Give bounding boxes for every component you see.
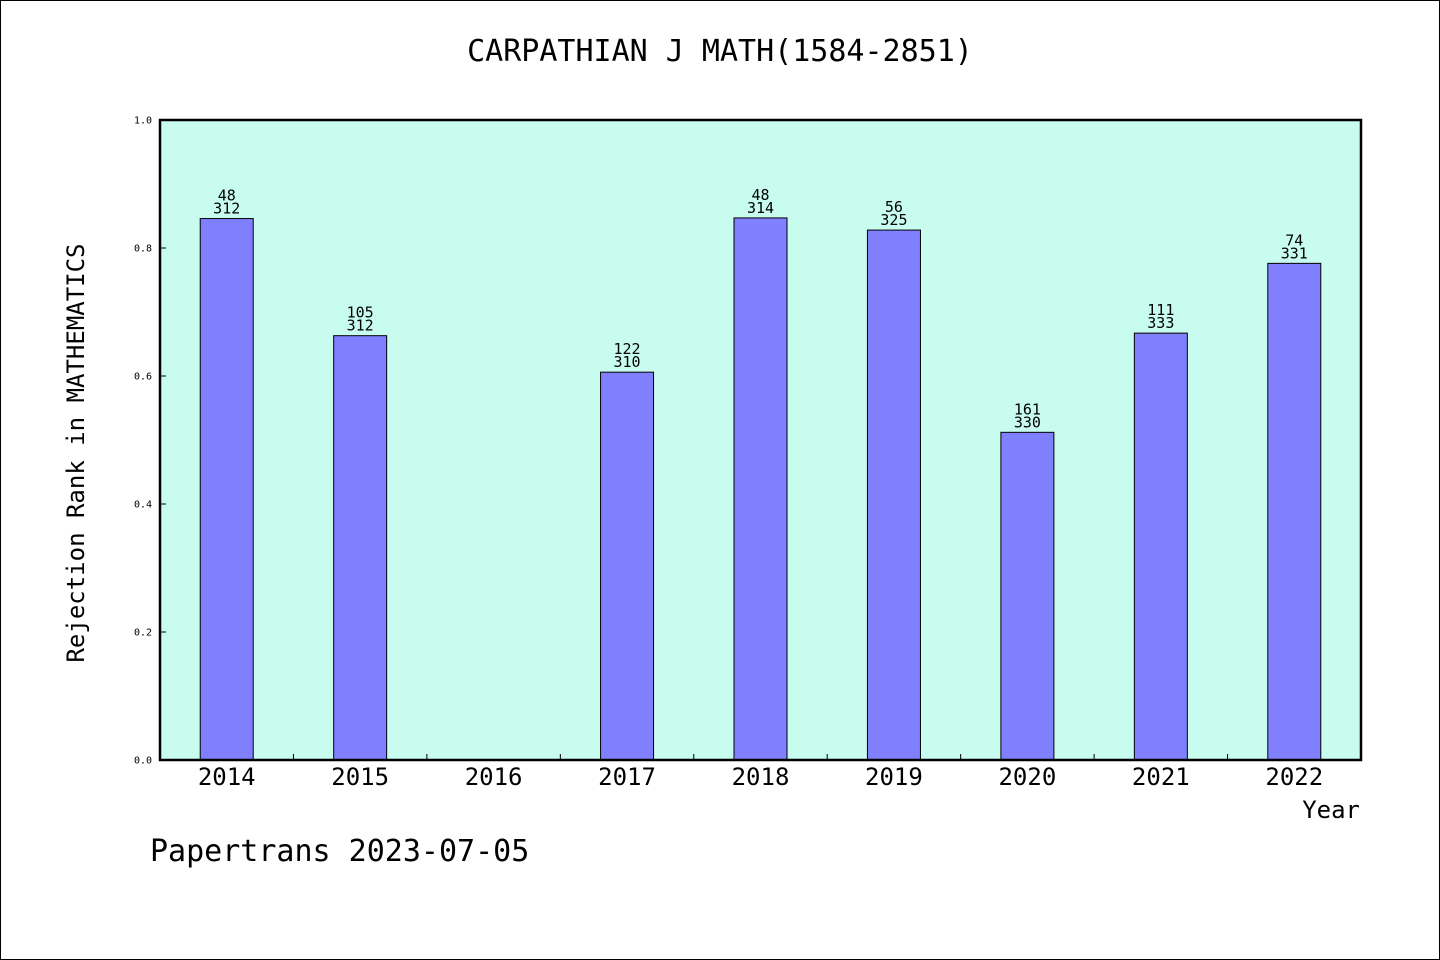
- x-tick-label: 2014: [198, 763, 256, 791]
- bar: [1000, 431, 1055, 761]
- x-tick-label: 2015: [331, 763, 389, 791]
- y-tick-label: 0.6: [134, 372, 152, 383]
- x-axis-label: Year: [1302, 796, 1360, 824]
- bar: [1133, 332, 1188, 761]
- x-tick-label: 2017: [598, 763, 656, 791]
- y-tick-label: 0.2: [134, 628, 152, 639]
- bar-label-total: 333: [1147, 314, 1174, 332]
- bar-label-total: 310: [614, 353, 641, 371]
- bar-label-total: 314: [747, 199, 774, 217]
- x-tick-label: 2020: [998, 763, 1056, 791]
- bar: [866, 229, 921, 761]
- bar-label-total: 331: [1281, 244, 1308, 262]
- bar-label-total: 312: [213, 200, 240, 218]
- x-tick-label: 2016: [465, 763, 523, 791]
- x-tick-label: 2021: [1132, 763, 1190, 791]
- bar: [733, 217, 788, 761]
- bar-label-total: 330: [1014, 413, 1041, 431]
- bar-label-rank: 105: [347, 304, 374, 322]
- bar-label-rank: 122: [614, 340, 641, 358]
- x-tick-label: 2019: [865, 763, 923, 791]
- y-tick-label: 0.4: [134, 500, 152, 511]
- y-tick-label: 0.0: [134, 756, 152, 767]
- bar-label-rank: 111: [1147, 301, 1174, 319]
- bar-label-rank: 56: [885, 198, 903, 216]
- y-tick-label: 0.8: [134, 244, 152, 255]
- bar-label-rank: 48: [218, 187, 236, 205]
- bar-label-rank: 74: [1285, 231, 1303, 249]
- bar: [333, 335, 388, 761]
- chart-title: CARPATHIAN J MATH(1584-2851): [467, 34, 973, 69]
- bar-label-rank: 48: [751, 186, 769, 204]
- plot-border: [158, 118, 1363, 762]
- bar: [199, 218, 254, 761]
- x-tick-label: 2022: [1265, 763, 1323, 791]
- bar-label-rank: 161: [1014, 400, 1041, 418]
- y-tick-label: 1.0: [134, 116, 152, 127]
- bar-label-total: 312: [347, 317, 374, 335]
- bar-label-total: 325: [880, 211, 907, 229]
- bar: [600, 371, 655, 761]
- bar: [1267, 262, 1322, 761]
- footer-text: Papertrans 2023-07-05: [150, 834, 530, 869]
- x-tick-label: 2018: [732, 763, 790, 791]
